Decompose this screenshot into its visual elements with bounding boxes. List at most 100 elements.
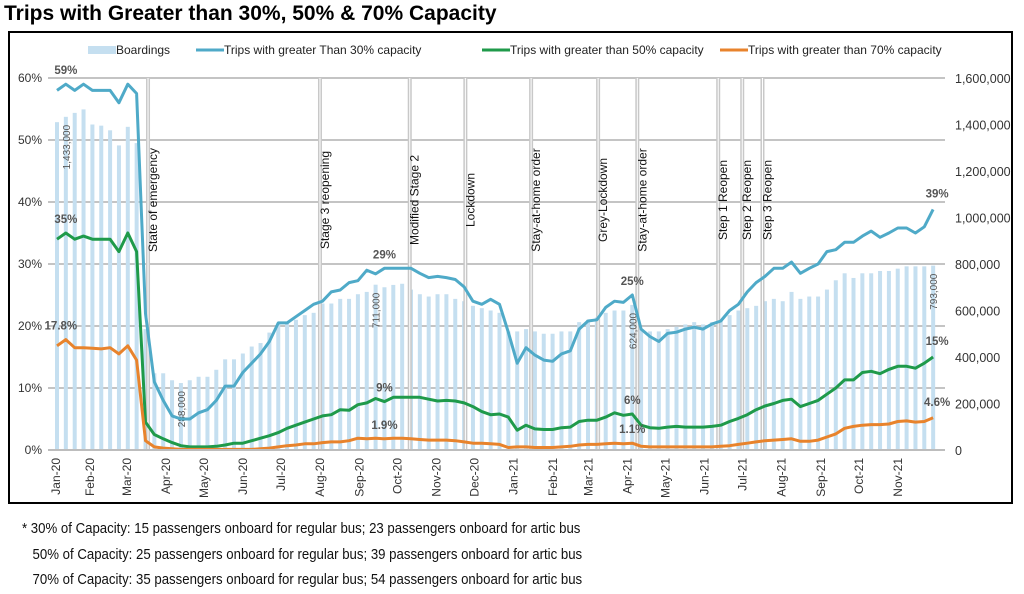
boardings-bar <box>329 303 334 450</box>
boardings-bar <box>860 273 865 450</box>
boardings-bar <box>400 283 405 450</box>
y-right-tick-label: 800,000 <box>955 258 1000 272</box>
event-label: Modified Stage 2 <box>408 155 422 245</box>
boardings-bar <box>470 305 475 450</box>
y-right-tick-label: 400,000 <box>955 351 1000 365</box>
boardings-bar <box>647 331 652 450</box>
boardings-bar <box>807 296 812 450</box>
boardings-bar <box>426 296 431 450</box>
x-tick-label: May-20 <box>197 458 211 498</box>
boardings-bar <box>612 310 617 450</box>
boardings-bar <box>736 310 741 450</box>
boardings-bar <box>90 124 95 450</box>
line-data-label: 15% <box>926 336 949 348</box>
boardings-bar <box>763 301 767 450</box>
boardings-bar <box>240 353 245 450</box>
x-tick-label: Sep-20 <box>352 458 366 497</box>
event-label: Step 1 Reopen <box>716 160 730 240</box>
boardings-bar <box>586 319 590 450</box>
boardings-bar <box>320 303 325 450</box>
boardings-bar <box>674 326 679 450</box>
line-data-label: 1.9% <box>371 420 397 432</box>
boardings-bar <box>178 383 183 450</box>
event-label: Grey-Lockdown <box>596 158 610 242</box>
y-right-tick-label: 1,000,000 <box>955 212 1011 226</box>
bar-data-label: 624,000 <box>628 312 639 349</box>
legend-swatch-boardings <box>88 46 116 54</box>
boardings-bar <box>541 333 546 450</box>
boardings-bar <box>125 126 130 450</box>
y-right-tick-label: 1,200,000 <box>955 165 1011 179</box>
boardings-bar <box>798 298 803 450</box>
boardings-bar <box>851 277 856 450</box>
boardings-bar <box>479 308 484 450</box>
x-tick-label: Jan-21 <box>507 458 521 495</box>
x-tick-label: Jun-21 <box>698 458 712 495</box>
line-data-label: 59% <box>54 65 77 77</box>
y-left-tick-label: 40% <box>18 195 42 209</box>
boardings-bar <box>116 145 121 451</box>
boardings-bar <box>692 322 697 450</box>
boardings-bar <box>515 331 520 450</box>
footnote-30: * 30% of Capacity: 15 passengers onboard… <box>22 520 581 537</box>
x-tick-label: May-21 <box>658 458 672 498</box>
boardings-bar <box>665 329 670 450</box>
line-data-label: 39% <box>926 188 949 200</box>
boardings-bar <box>913 266 918 450</box>
boardings-bar <box>532 331 537 450</box>
boardings-bar <box>134 143 139 450</box>
x-tick-label: Jul-20 <box>274 458 288 491</box>
x-tick-label: Dec-20 <box>467 458 481 497</box>
boardings-bar <box>382 287 387 450</box>
y-left-tick-label: 50% <box>18 133 42 147</box>
legend-label-series: Trips with greater than 70% capacity <box>748 43 942 57</box>
boardings-bar <box>453 298 458 450</box>
line-data-label: 25% <box>621 276 644 288</box>
legend-label-series: Trips with greater Than 30% capacity <box>224 43 421 57</box>
line-data-label: 17.8% <box>45 321 78 333</box>
x-tick-label: Apr-20 <box>159 458 173 494</box>
boardings-bar <box>497 312 502 450</box>
boardings-bar <box>833 280 838 450</box>
boardings-bar <box>223 359 228 450</box>
boardings-bar <box>311 312 316 450</box>
x-tick-label: Jan-20 <box>49 458 63 495</box>
x-tick-label: Aug-21 <box>775 458 789 497</box>
boardings-bar <box>435 294 440 450</box>
boardings-bar <box>754 305 759 450</box>
boardings-bar <box>152 373 157 450</box>
footnote-50: 50% of Capacity: 25 passengers onboard f… <box>32 545 583 563</box>
boardings-bar <box>267 332 272 450</box>
legend-label-series: Trips with greater than 50% capacity <box>510 43 704 57</box>
legend-label-boardings: Boardings <box>116 43 170 57</box>
boardings-bar <box>639 329 644 450</box>
x-tick-label: Mar-20 <box>120 458 134 496</box>
boardings-bar <box>683 324 688 450</box>
line-data-label: 35% <box>54 214 77 226</box>
boardings-bar <box>205 376 210 450</box>
boardings-bar <box>347 298 352 450</box>
footnotes: * 30% of Capacity: 15 passengers onboard… <box>22 516 582 593</box>
y-left-tick-label: 0% <box>25 443 43 457</box>
boardings-bar <box>701 324 706 450</box>
boardings-bar <box>842 273 847 450</box>
line-data-label: 29% <box>373 249 396 261</box>
boardings-bar <box>302 315 307 450</box>
x-tick-label: Mar-21 <box>581 458 595 496</box>
boardings-bar <box>718 319 723 450</box>
y-left-tick-label: 20% <box>18 319 42 333</box>
boardings-bar <box>258 343 263 450</box>
boardings-bar <box>886 270 891 450</box>
boardings-bar <box>904 266 909 450</box>
boardings-bar <box>355 294 360 450</box>
event-label: Step 3 Reopen <box>760 160 774 240</box>
y-right-tick-label: 1,400,000 <box>955 119 1011 133</box>
boardings-bar <box>780 301 785 450</box>
bar-data-label: 793,000 <box>929 273 940 310</box>
boardings-bar <box>63 116 68 450</box>
x-tick-label: Apr-21 <box>620 458 634 494</box>
y-left-tick-label: 30% <box>18 257 42 271</box>
bar-data-label: 288,000 <box>177 391 188 428</box>
boardings-bar <box>922 266 927 450</box>
boardings-bar <box>338 298 343 450</box>
